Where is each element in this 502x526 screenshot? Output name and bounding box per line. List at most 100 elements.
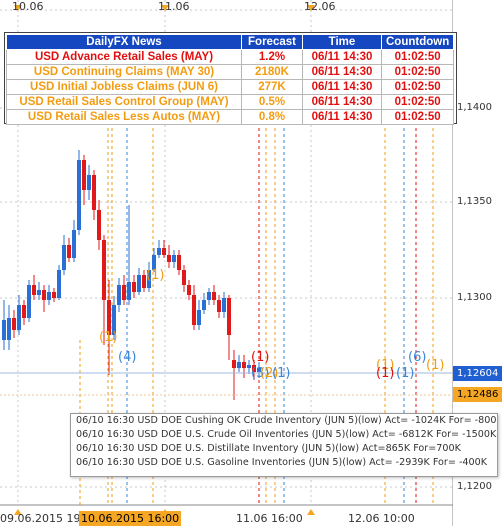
candle-body bbox=[42, 290, 46, 300]
news-row[interactable]: USD Continuing Claims (MAY 30) 2180K 06/11… bbox=[6, 64, 455, 80]
news-row[interactable]: USD Retail Sales Less Autos (MAY) 0.8% 06/… bbox=[6, 109, 455, 125]
ask-price-tag: 1,12486 bbox=[453, 387, 502, 402]
candle-body bbox=[192, 295, 196, 325]
candle-body bbox=[247, 365, 251, 368]
event-marker[interactable]: (6) bbox=[408, 350, 427, 365]
candle-body bbox=[52, 292, 56, 298]
candle-body bbox=[137, 275, 141, 292]
news-time: 06/11 14:30 bbox=[302, 79, 382, 95]
candle-body bbox=[57, 270, 61, 298]
news-countdown: 01:02:50 bbox=[380, 64, 455, 80]
day-marker-icon bbox=[14, 5, 22, 11]
news-row[interactable]: USD Initial Jobless Claims (JUN 6) 277K 06… bbox=[6, 79, 455, 95]
candle-body bbox=[22, 305, 26, 318]
candle-body bbox=[77, 160, 81, 230]
header-time[interactable]: Time bbox=[302, 34, 382, 50]
price-axis-label: 1,1200 bbox=[457, 481, 492, 492]
header-forecast[interactable]: Forecast bbox=[241, 34, 303, 50]
news-table-header: DailyFX News Forecast Time Countdown bbox=[6, 34, 455, 50]
candle-body bbox=[27, 285, 31, 318]
event-marker[interactable]: (3) bbox=[251, 366, 270, 381]
candle-body bbox=[152, 255, 156, 270]
candle-body bbox=[127, 282, 131, 300]
day-marker-icon bbox=[307, 509, 315, 515]
news-countdown: 01:02:50 bbox=[380, 94, 455, 110]
news-row[interactable]: USD Advance Retail Sales (MAY) 1.2% 06/11 … bbox=[6, 49, 455, 65]
candle-body bbox=[237, 362, 241, 368]
candle-body bbox=[182, 270, 186, 285]
news-time: 06/11 14:30 bbox=[302, 94, 382, 110]
candle-body bbox=[212, 292, 216, 300]
candle-body bbox=[232, 360, 236, 368]
candle-body bbox=[62, 245, 66, 270]
news-forecast: 1.2% bbox=[241, 49, 303, 65]
candle-body bbox=[197, 310, 201, 325]
tooltip-line: 06/10 16:30 USD DOE Cushing OK Crude Inv… bbox=[76, 415, 497, 426]
news-time: 06/11 14:30 bbox=[302, 64, 382, 80]
bid-price-tag: 1,12604 bbox=[453, 366, 502, 381]
news-event-name: USD Advance Retail Sales (MAY) bbox=[6, 49, 242, 65]
news-row[interactable]: USD Retail Sales Control Group (MAY) 0.5%… bbox=[6, 94, 455, 110]
candle-body bbox=[252, 365, 256, 372]
event-tooltip: 06/10 16:30 USD DOE Cushing OK Crude Inv… bbox=[70, 413, 498, 477]
news-forecast: 0.8% bbox=[241, 109, 303, 125]
candle-body bbox=[177, 255, 181, 270]
price-axis-label: 1,1300 bbox=[457, 292, 492, 303]
bid-line bbox=[0, 372, 453, 396]
candle-body bbox=[87, 175, 91, 190]
candlestick-series bbox=[2, 150, 261, 400]
news-time: 06/11 14:30 bbox=[302, 49, 382, 65]
news-forecast: 277K bbox=[241, 79, 303, 95]
news-countdown: 01:02:50 bbox=[380, 49, 455, 65]
news-countdown: 01:02:50 bbox=[380, 79, 455, 95]
candle-body bbox=[207, 292, 211, 300]
news-forecast: 2180K bbox=[241, 64, 303, 80]
candle-body bbox=[67, 245, 71, 258]
candle-body bbox=[132, 282, 136, 292]
top-axis-label: 12.06 bbox=[304, 0, 336, 13]
candle-body bbox=[7, 318, 11, 340]
event-marker[interactable]: (1) bbox=[146, 268, 165, 283]
bottom-axis-label: 12.06 10:00 bbox=[348, 512, 415, 525]
tooltip-line: 06/10 16:30 USD DOE U.S. Distillate Inve… bbox=[76, 443, 461, 454]
day-marker-icon bbox=[307, 5, 315, 11]
candle-body bbox=[187, 285, 191, 295]
candle-body bbox=[82, 160, 86, 190]
candle-body bbox=[157, 248, 161, 255]
news-countdown: 01:02:50 bbox=[380, 109, 455, 125]
candle-body bbox=[72, 230, 76, 258]
candle-body bbox=[17, 305, 21, 330]
event-marker[interactable]: (1) bbox=[251, 350, 270, 365]
event-marker[interactable]: (2) bbox=[260, 366, 279, 381]
candle-body bbox=[107, 300, 111, 335]
news-event-name: USD Retail Sales Less Autos (MAY) bbox=[6, 109, 242, 125]
header-news[interactable]: DailyFX News bbox=[6, 34, 242, 50]
event-marker[interactable]: (1) bbox=[396, 366, 415, 381]
candle-body bbox=[2, 320, 6, 340]
day-marker-icon bbox=[14, 509, 22, 515]
event-marker[interactable]: (1) bbox=[426, 358, 445, 373]
news-time: 06/11 14:30 bbox=[302, 109, 382, 125]
candle-body bbox=[217, 300, 221, 312]
candle-body bbox=[112, 305, 116, 335]
news-forecast: 0.5% bbox=[241, 94, 303, 110]
event-marker[interactable]: (4) bbox=[118, 350, 137, 365]
candle-body bbox=[162, 248, 166, 255]
candle-body bbox=[172, 255, 176, 262]
event-marker[interactable]: (1) bbox=[376, 358, 395, 373]
candle-body bbox=[47, 292, 51, 300]
candle-body bbox=[242, 362, 246, 368]
news-event-name: USD Continuing Claims (MAY 30) bbox=[6, 64, 242, 80]
header-countdown[interactable]: Countdown bbox=[380, 34, 455, 50]
news-event-name: USD Retail Sales Control Group (MAY) bbox=[6, 94, 242, 110]
price-axis-label: 1,1350 bbox=[457, 196, 492, 207]
news-event-name: USD Initial Jobless Claims (JUN 6) bbox=[6, 79, 242, 95]
event-marker[interactable]: (1) bbox=[376, 366, 395, 381]
event-marker[interactable]: (1) bbox=[99, 330, 118, 345]
candle-body bbox=[122, 285, 126, 300]
candle-body bbox=[12, 318, 16, 330]
tooltip-line: 06/10 16:30 USD DOE U.S. Crude Oil Inven… bbox=[76, 429, 497, 440]
candle-body bbox=[97, 210, 101, 240]
event-marker[interactable]: (1) bbox=[272, 366, 291, 381]
candle-body bbox=[92, 175, 96, 210]
